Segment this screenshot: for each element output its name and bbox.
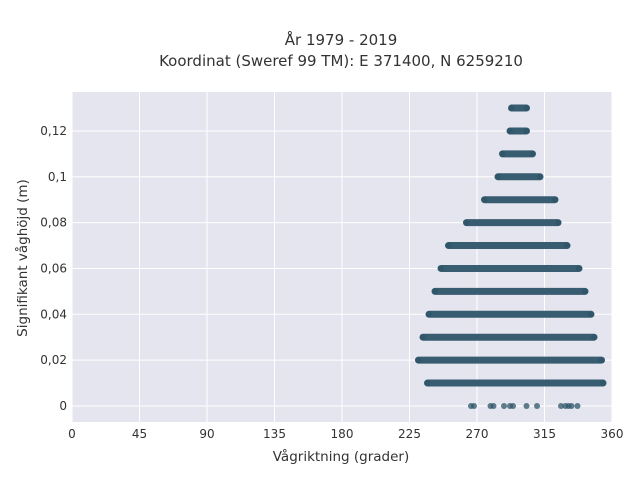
data-point — [537, 173, 543, 180]
data-point — [555, 219, 561, 226]
data-point — [588, 311, 594, 318]
x-axis-label: Vågriktning (grader) — [273, 448, 410, 465]
data-point — [499, 150, 506, 157]
data-point — [415, 357, 422, 364]
data-point — [424, 380, 431, 387]
data-point — [523, 402, 530, 409]
data-point — [600, 380, 606, 387]
data-point — [490, 402, 497, 409]
x-tick-label: 0 — [68, 427, 76, 441]
data-point — [510, 402, 516, 409]
data-point — [591, 334, 597, 341]
y-tick-label: 0,06 — [40, 261, 67, 275]
data-point — [471, 402, 477, 409]
x-tick-label: 315 — [533, 427, 556, 441]
chart-title-line-2: Koordinat (Sweref 99 TM): E 371400, N 62… — [159, 52, 523, 70]
x-tick-label: 90 — [199, 427, 214, 441]
chart-title-line-1: År 1979 - 2019 — [285, 30, 398, 49]
y-tick-label: 0,1 — [48, 170, 67, 184]
data-point — [445, 242, 452, 249]
data-point — [568, 402, 575, 409]
data-point — [558, 402, 564, 409]
y-axis-ticks: 0 0,02 0,04 0,06 0,08 0,1 0,12 — [40, 124, 67, 413]
data-point — [598, 357, 605, 364]
data-point — [523, 105, 530, 112]
data-point — [481, 196, 488, 203]
y-tick-label: 0 — [59, 399, 67, 413]
data-point — [523, 127, 530, 134]
x-tick-label: 270 — [466, 427, 489, 441]
x-tick-label: 180 — [331, 427, 354, 441]
y-tick-label: 0,04 — [40, 307, 67, 321]
x-tick-label: 135 — [263, 427, 286, 441]
x-tick-label: 360 — [601, 427, 624, 441]
data-series — [415, 104, 607, 409]
x-axis-ticks: 0 45 90 135 180 225 270 315 360 — [68, 427, 623, 441]
data-point — [463, 219, 470, 226]
data-point — [564, 242, 570, 249]
data-point — [501, 402, 507, 409]
data-point — [438, 265, 444, 272]
y-axis-label: Signifikant våghöjd (m) — [14, 179, 31, 337]
data-point — [529, 150, 536, 157]
data-point — [495, 173, 501, 180]
y-tick-label: 0,12 — [40, 124, 67, 138]
data-point — [582, 288, 588, 295]
data-point — [508, 105, 515, 112]
x-tick-label: 225 — [398, 427, 421, 441]
data-point — [552, 196, 558, 203]
data-point — [574, 402, 581, 409]
data-point — [432, 288, 438, 295]
x-tick-label: 45 — [132, 427, 147, 441]
data-point — [426, 311, 432, 318]
data-point — [534, 402, 540, 409]
y-tick-label: 0,02 — [40, 353, 67, 367]
y-tick-label: 0,08 — [40, 216, 67, 230]
data-point — [576, 265, 582, 272]
data-point — [507, 127, 513, 134]
data-point — [420, 334, 426, 341]
